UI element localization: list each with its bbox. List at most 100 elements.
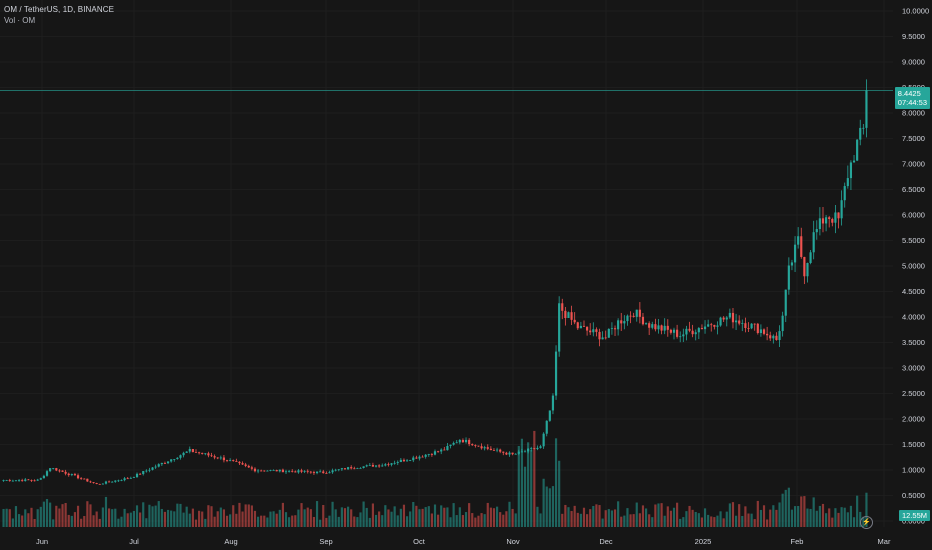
volume-bar [430, 513, 433, 527]
candle-body [89, 481, 92, 483]
volume-bar [337, 516, 340, 527]
candle-body [641, 316, 645, 325]
candle-body [797, 236, 800, 245]
volume-bar [558, 460, 561, 527]
candle-body [477, 445, 480, 447]
volume-bar [511, 508, 514, 527]
volume-bar [132, 510, 136, 527]
candle-body [697, 328, 700, 333]
volume-bar [843, 507, 846, 527]
volume-bar [250, 505, 253, 527]
candle-body [244, 464, 247, 466]
candle-body [191, 449, 194, 452]
lightning-icon[interactable]: ⚡ [860, 516, 873, 529]
price-tick-label: 0.0000 [902, 517, 925, 526]
time-axis[interactable]: Jun Jul Aug Sep Oct Nov Dec 2025 Feb Mar [36, 537, 891, 546]
candle-body [309, 471, 312, 473]
candle-body [232, 460, 235, 462]
candle-body [371, 464, 375, 467]
volume-bar [14, 506, 18, 527]
volume-bar [5, 508, 8, 527]
volume-bar [104, 496, 108, 527]
volume-bar [176, 503, 179, 527]
candle-body [405, 460, 409, 462]
candle-body [396, 462, 399, 463]
candle-body [846, 178, 849, 187]
candle-body [663, 325, 666, 331]
volume-bar [135, 505, 139, 527]
candle-body [2, 480, 5, 482]
candle-body [449, 444, 452, 446]
price-tick-label: 3.5000 [902, 338, 925, 347]
candle-body [542, 433, 545, 447]
volume-bar [471, 513, 474, 527]
candle-body [266, 470, 269, 472]
volume-bar [663, 515, 666, 527]
volume-bar [225, 515, 229, 527]
candle-body [235, 461, 238, 462]
candle-body [427, 454, 430, 455]
candle-body [502, 451, 505, 453]
candle-body [685, 328, 688, 335]
time-tick-label: Feb [791, 537, 804, 546]
price-tick-label: 7.0000 [902, 160, 925, 169]
volume-bar [790, 509, 794, 527]
volume-bar [610, 510, 614, 527]
candle-body [495, 449, 499, 451]
volume-bar [24, 509, 27, 527]
volume-bar [111, 509, 114, 527]
volume-bar [846, 512, 849, 527]
candle-body [225, 460, 229, 461]
candle-body [809, 252, 812, 263]
candle-body [114, 480, 117, 482]
candle-body [793, 244, 797, 263]
volume-bar [70, 515, 73, 527]
volume-bar [61, 504, 64, 527]
volume-bar [229, 514, 232, 527]
candle-body [471, 444, 474, 446]
volume-bar [139, 512, 142, 527]
candle-body [256, 470, 260, 472]
volume-bar [604, 510, 607, 527]
volume-bar [679, 518, 682, 527]
candle-body [722, 317, 725, 320]
volume-bar [840, 507, 843, 527]
candle-body [120, 480, 123, 481]
price-tick-label: 9.0000 [902, 58, 925, 67]
candle-body [160, 463, 163, 465]
volume-bar [446, 507, 449, 527]
candle-body [337, 469, 340, 471]
volume-bar [297, 509, 300, 527]
volume-bar [570, 511, 573, 527]
candle-body [666, 325, 669, 330]
volume-bar [213, 516, 216, 527]
candle-body [272, 470, 275, 471]
candle-body [679, 336, 682, 338]
volume-bar [517, 445, 520, 527]
volume-bar [52, 519, 55, 527]
volume-bar [852, 517, 856, 527]
volume-bar [716, 515, 719, 527]
candle-body [306, 470, 309, 472]
price-tick-label: 6.0000 [902, 211, 925, 220]
candle-body [39, 478, 42, 480]
volume-bar [319, 519, 322, 527]
price-axis[interactable]: 10.00009.50009.00008.50008.00007.50007.0… [902, 7, 929, 526]
candle-body [253, 468, 257, 472]
candle-body [315, 471, 319, 474]
volume-bar [381, 515, 384, 527]
candle-body [517, 451, 520, 454]
price-tick-label: 1.5000 [902, 440, 925, 449]
volume-bar [440, 505, 443, 527]
candle-body [421, 456, 424, 458]
candle-body [343, 468, 347, 470]
time-tick-label: 2025 [695, 537, 712, 546]
volume-bar [36, 509, 39, 527]
candle-body [291, 470, 294, 472]
volume-bar [33, 518, 36, 527]
candle-body [350, 467, 353, 469]
candle-body [111, 481, 114, 483]
volume-bar [700, 517, 704, 527]
volume-bar [641, 505, 645, 527]
